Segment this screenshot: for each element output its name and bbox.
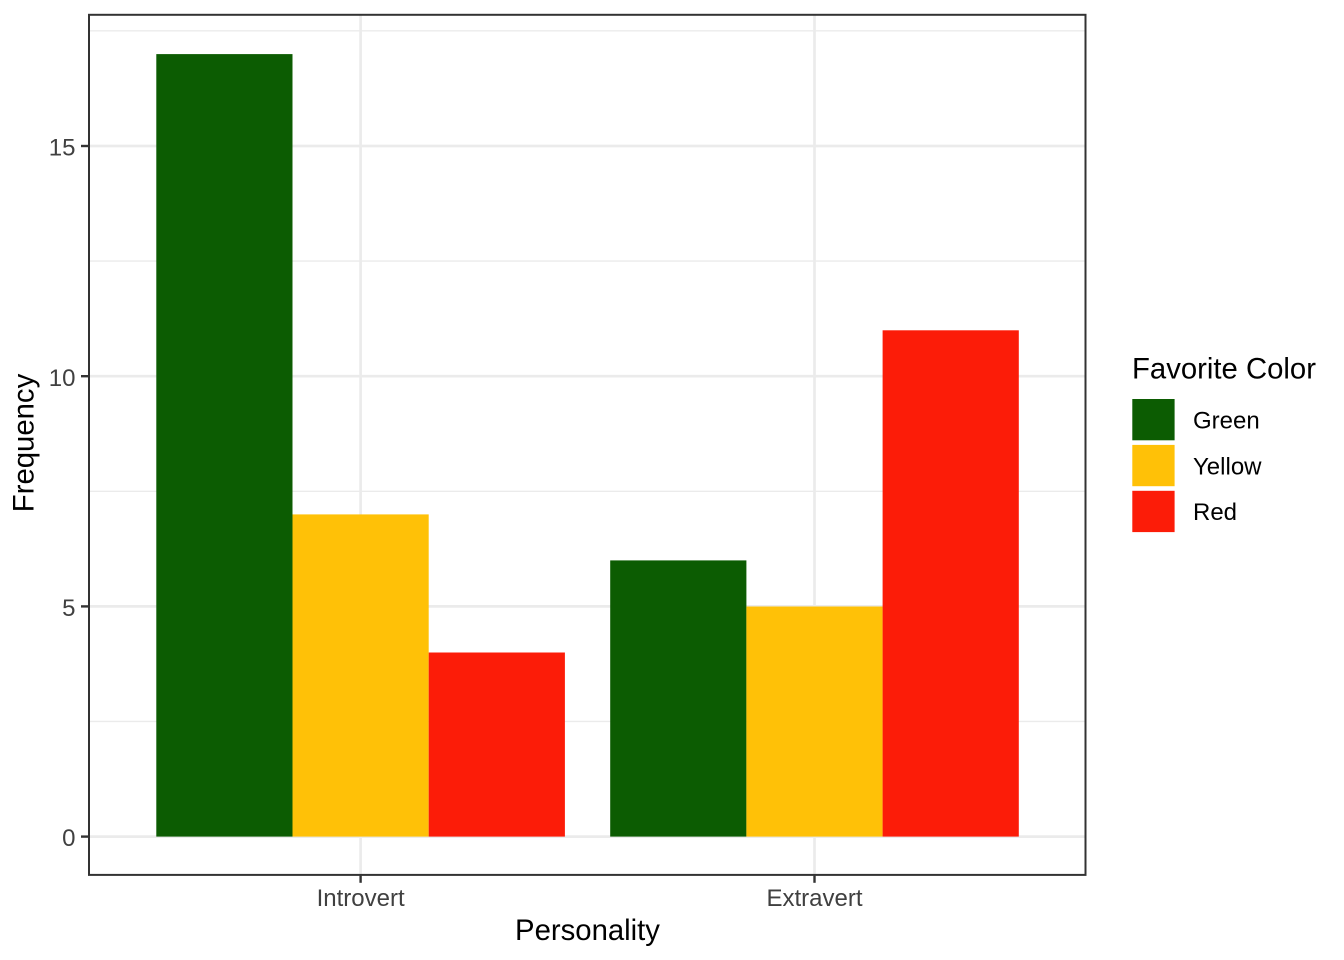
svg-text:Frequency: Frequency [8, 373, 41, 512]
svg-text:Personality: Personality [515, 914, 660, 947]
svg-text:15: 15 [49, 135, 76, 162]
svg-text:Red: Red [1193, 499, 1237, 526]
svg-text:Yellow: Yellow [1193, 453, 1262, 480]
svg-text:Green: Green [1193, 408, 1260, 435]
svg-text:0: 0 [62, 825, 75, 852]
svg-text:Introvert: Introvert [317, 885, 405, 912]
svg-text:10: 10 [49, 365, 76, 392]
svg-text:Favorite Color: Favorite Color [1132, 353, 1316, 386]
svg-text:5: 5 [62, 595, 75, 622]
svg-text:Extravert: Extravert [766, 885, 862, 912]
